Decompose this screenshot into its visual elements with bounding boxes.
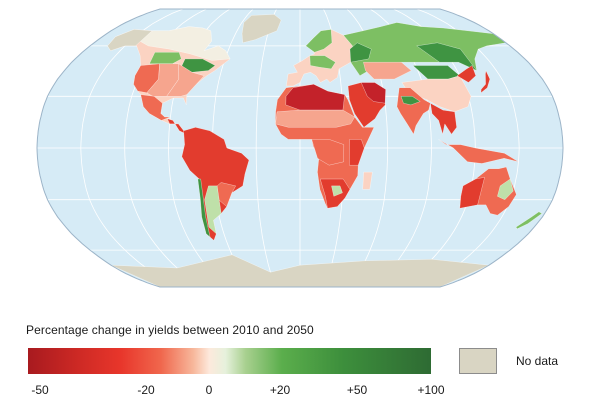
no-data-swatch: [459, 348, 497, 374]
scale-tick-label: +50: [346, 383, 368, 397]
region-canada-prairies: [149, 52, 182, 64]
region-southern-africa-patch: [331, 185, 343, 197]
legend-title: Percentage change in yields between 2010…: [26, 323, 314, 337]
region-australia-east: [497, 178, 514, 200]
region-mexico: [140, 94, 171, 121]
region-china-northeast: [456, 65, 476, 83]
region-north-africa: [285, 84, 345, 111]
scale-tick-label: +20: [269, 383, 291, 397]
region-central-africa: [311, 139, 344, 166]
region-scandinavia: [305, 29, 333, 53]
region-canada-north: [137, 26, 231, 61]
region-sahel: [275, 109, 355, 128]
scale-tick-label: 0: [205, 383, 213, 397]
globe-outline: [36, 8, 564, 288]
region-usa-east: [166, 63, 205, 97]
region-iran: [360, 82, 386, 104]
region-southeast-asia: [430, 102, 457, 135]
region-australia-west: [459, 177, 485, 209]
region-kazakhstan: [363, 62, 412, 80]
no-data-label: No data: [516, 354, 559, 368]
scale-tick-label: -20: [137, 383, 155, 397]
region-argentina: [204, 185, 222, 235]
world-map: [36, 8, 564, 288]
region-alaska: [107, 29, 153, 51]
region-india-north: [400, 96, 421, 106]
land-regions: [107, 14, 543, 287]
region-indonesia: [438, 139, 519, 164]
color-scale-bar: [28, 348, 431, 374]
region-chile: [197, 178, 211, 238]
region-europe-central: [309, 55, 336, 70]
map-svg: [36, 8, 564, 288]
scale-tick-label: -50: [31, 383, 49, 397]
region-russia-west: [349, 42, 372, 63]
region-antarctica: [110, 254, 490, 287]
region-japan: [480, 70, 491, 94]
region-greenland: [241, 14, 282, 43]
region-new-zealand: [515, 211, 543, 229]
region-siberia-east: [416, 42, 477, 71]
region-madagascar: [362, 171, 373, 190]
scale-tick-label: +100: [417, 383, 445, 397]
region-east-africa: [349, 139, 365, 166]
